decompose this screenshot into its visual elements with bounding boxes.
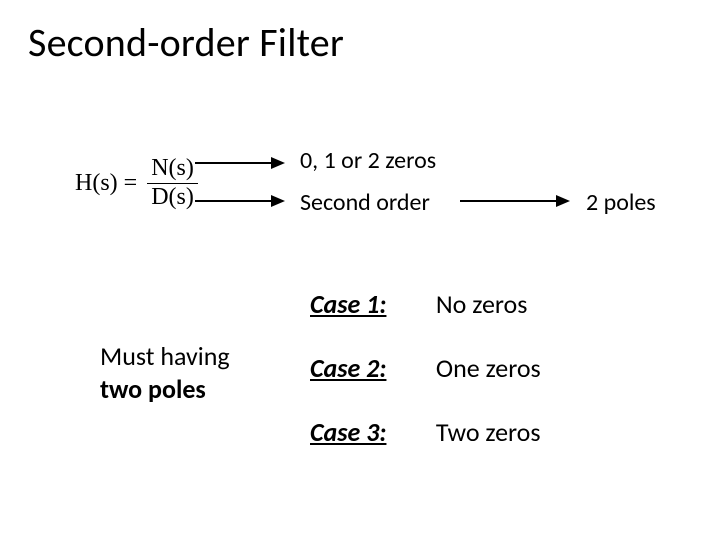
arrow-head-icon [271,157,285,169]
side-note-line1: Must having [100,340,230,373]
formula-numerator: N(s) [147,155,198,184]
side-note: Must having two poles [100,340,230,405]
arrow-numerator [195,157,285,169]
case-text: No zeros [436,288,528,320]
slide-title: Second-order Filter [28,18,344,67]
arrow-second-order [460,195,570,207]
case-label: Case 3: [310,416,430,448]
arrow-denominator [195,195,285,207]
second-order-label: Second order [300,188,430,217]
arrow-head-icon [556,195,570,207]
zeros-label: 0, 1 or 2 zeros [300,146,436,175]
arrow-head-icon [271,195,285,207]
arrow-line [195,200,273,202]
cases-list: Case 1: No zeros Case 2: One zeros Case … [310,288,541,480]
case-row: Case 2: One zeros [310,352,541,384]
case-text: Two zeros [436,416,541,448]
case-label: Case 1: [310,288,430,320]
slide: Second-order Filter H(s) = N(s) D(s) 0, … [0,0,720,540]
side-note-line2: two poles [100,373,230,406]
transfer-function-formula: H(s) = N(s) D(s) [75,155,198,211]
formula-fraction: N(s) D(s) [147,155,198,211]
arrow-line [195,162,273,164]
two-poles-label: 2 poles [586,188,656,217]
formula-lhs: H(s) = [75,170,137,197]
case-text: One zeros [436,352,541,384]
arrow-line [460,200,558,202]
case-row: Case 3: Two zeros [310,416,541,448]
case-row: Case 1: No zeros [310,288,541,320]
formula-denominator: D(s) [147,184,198,212]
case-label: Case 2: [310,352,430,384]
